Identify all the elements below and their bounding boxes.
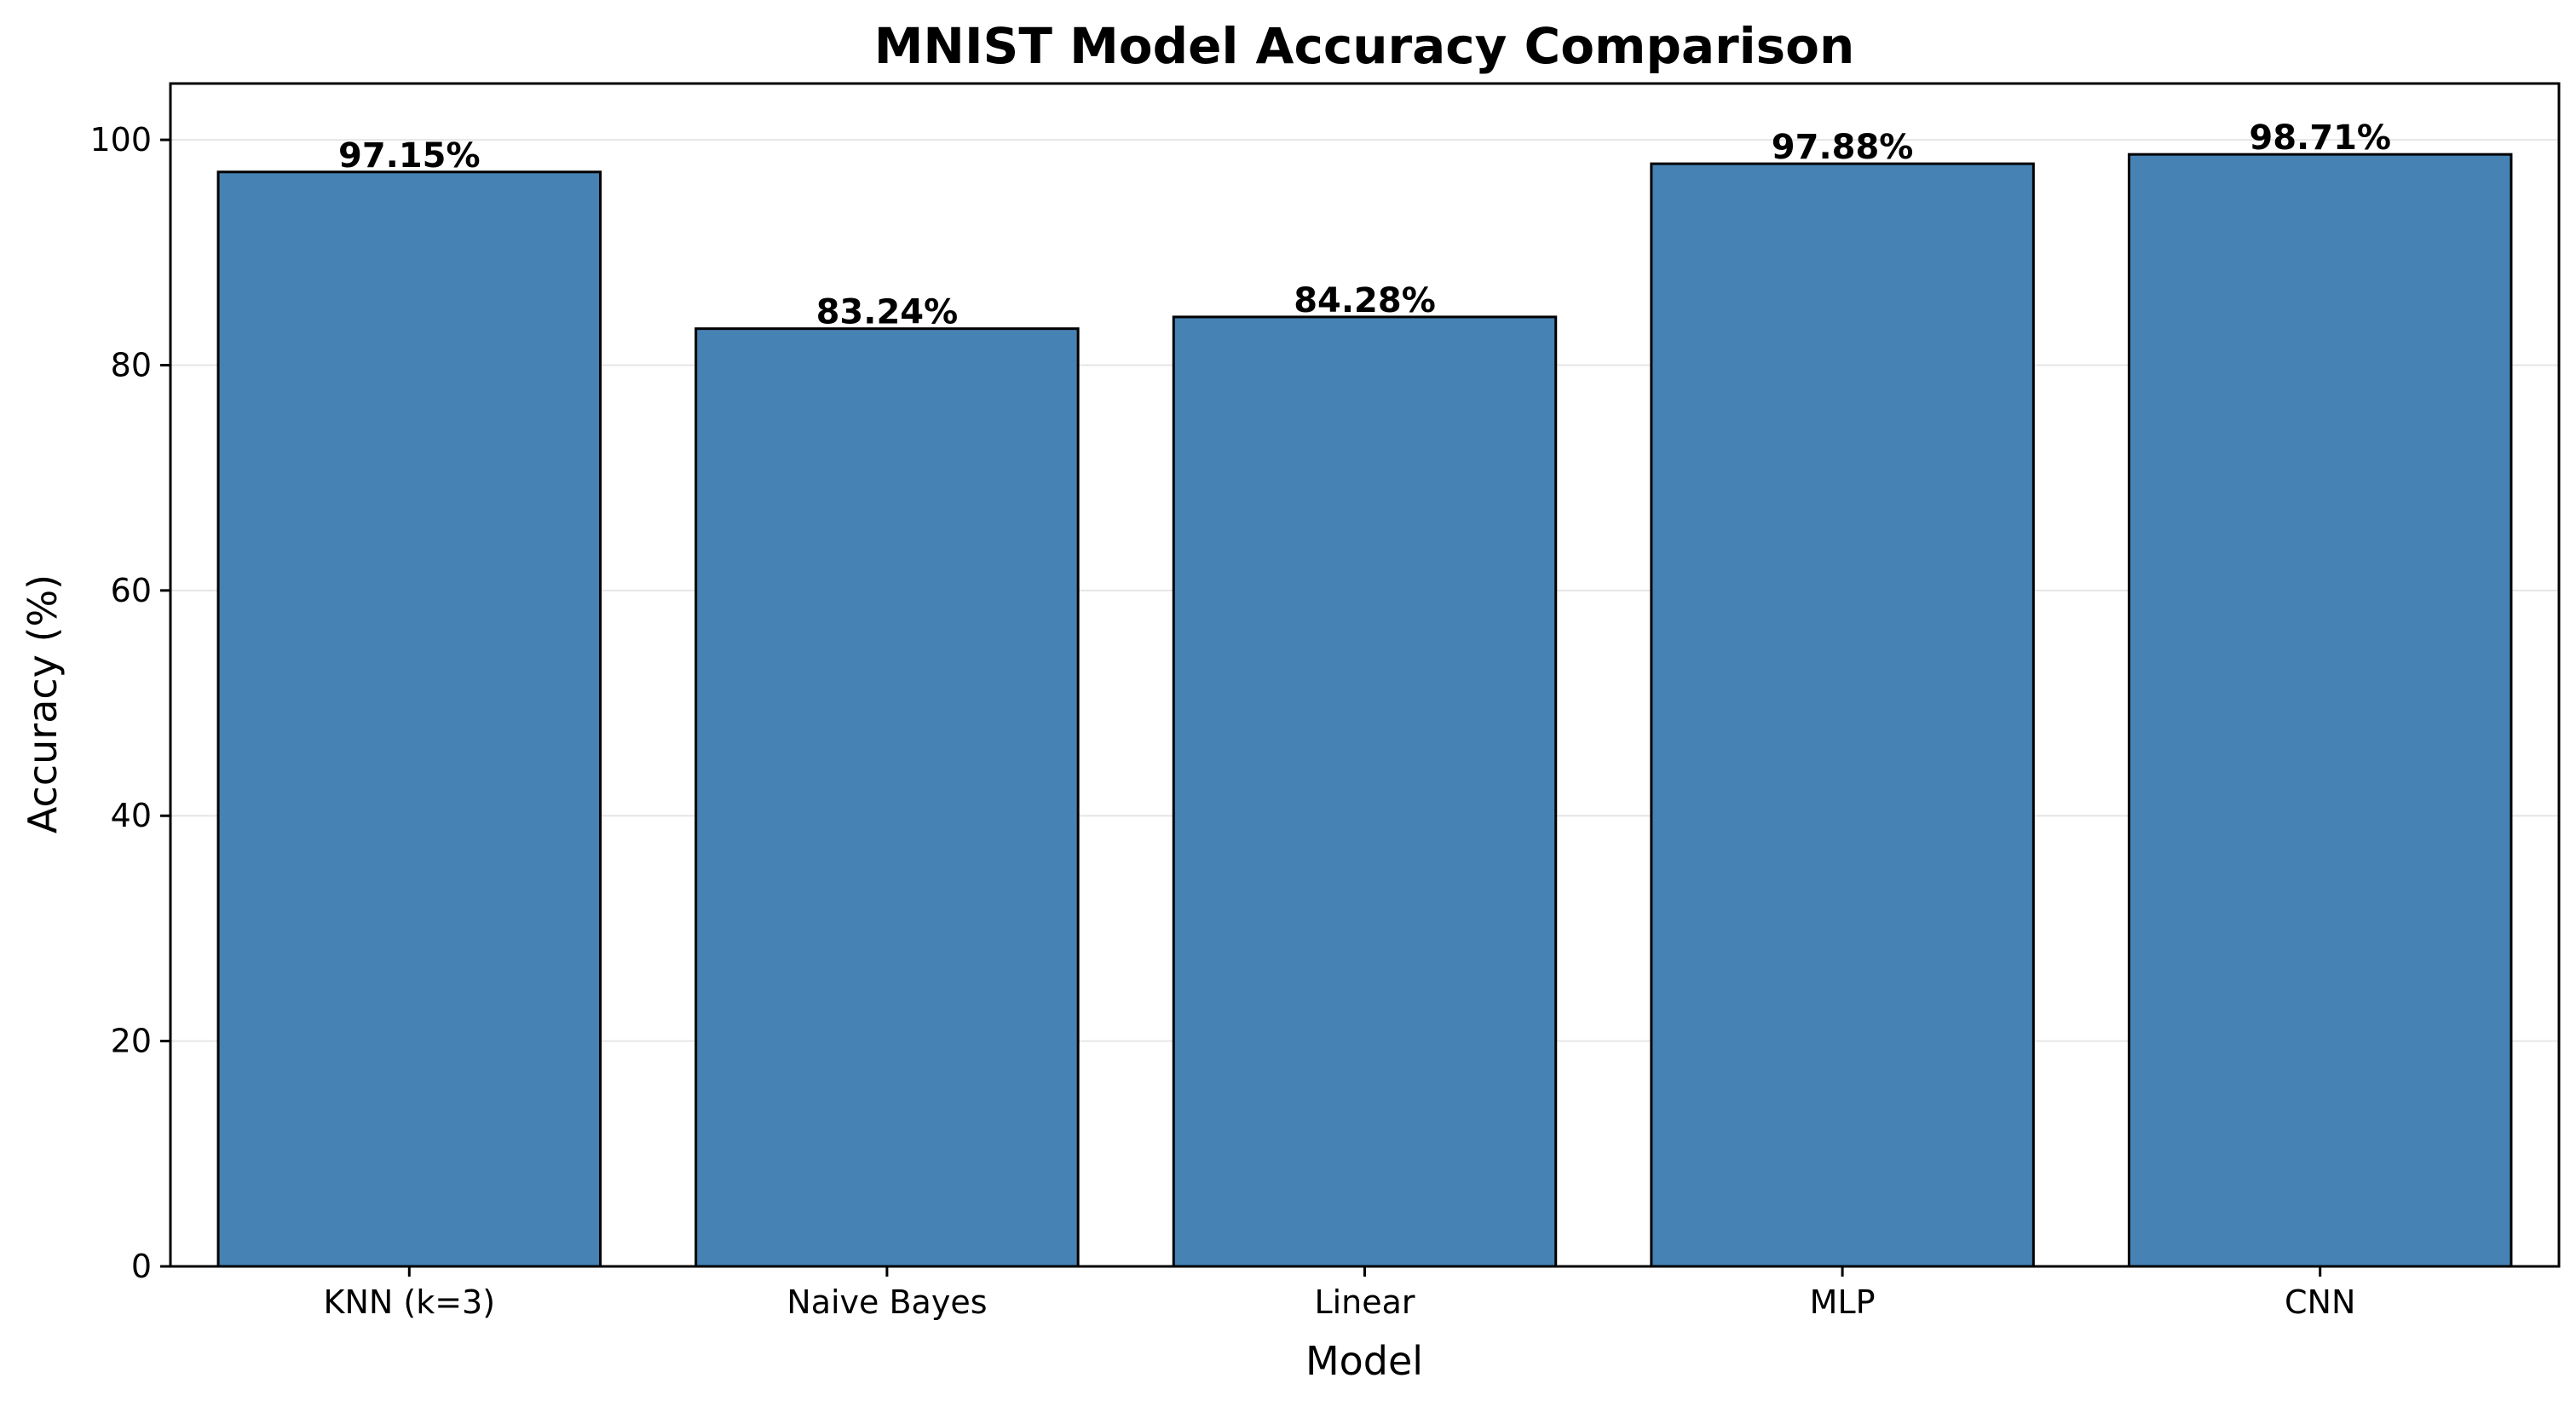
bar: [1172, 315, 1558, 1268]
x-tick-label: KNN (k=3): [324, 1283, 496, 1321]
x-tick-label: Linear: [1314, 1283, 1415, 1321]
bar: [1650, 162, 2035, 1268]
bar: [694, 327, 1080, 1268]
y-axis-ticks: 0 20 40 60 80 100: [89, 121, 170, 1285]
x-tick-label: Naive Bayes: [787, 1283, 987, 1321]
y-axis-label: Accuracy (%): [20, 574, 66, 833]
bar-value-label: 97.88%: [1772, 128, 1914, 167]
bars: [216, 153, 2513, 1268]
x-tick-label: MLP: [1810, 1283, 1876, 1321]
x-axis-ticks: KNN (k=3) Naive Bayes Linear MLP CNN: [324, 1266, 2355, 1321]
x-axis-label: Model: [1305, 1338, 1423, 1384]
y-tick-label: 0: [131, 1248, 152, 1285]
bar: [2127, 153, 2513, 1268]
bar-value-label: 83.24%: [816, 293, 959, 332]
data-labels: 97.15% 83.24% 84.28% 97.88% 98.71%: [338, 118, 2391, 332]
bar-value-label: 84.28%: [1294, 281, 1436, 320]
x-tick-label: CNN: [2285, 1283, 2355, 1321]
chart-title: MNIST Model Accuracy Comparison: [874, 17, 1855, 75]
bar: [216, 170, 602, 1268]
y-tick-label: 60: [111, 572, 152, 609]
y-tick-label: 40: [111, 797, 152, 834]
bar-value-label: 97.15%: [338, 136, 481, 176]
y-tick-label: 100: [89, 121, 152, 159]
bar-value-label: 98.71%: [2249, 118, 2391, 158]
y-tick-label: 20: [111, 1023, 152, 1060]
y-tick-label: 80: [111, 346, 152, 383]
